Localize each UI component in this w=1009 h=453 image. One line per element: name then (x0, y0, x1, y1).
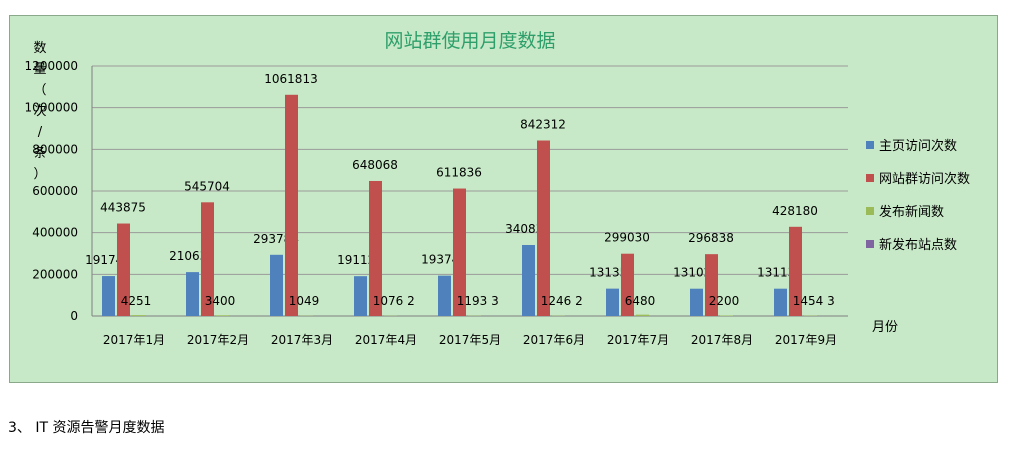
bar (216, 315, 229, 316)
bar (606, 288, 619, 316)
legend-label: 新发布站点数 (879, 237, 957, 253)
y-axis-title-char: 量 (33, 62, 46, 77)
bar (636, 314, 649, 316)
data-label: 611836 (436, 166, 482, 180)
data-label: 3400 (205, 294, 236, 308)
bar (369, 180, 382, 316)
section-heading: 3、 IT 资源告警月度数据 (8, 420, 165, 436)
data-label: 1076 (373, 294, 404, 308)
bar (537, 140, 550, 316)
bar (438, 275, 451, 316)
data-label: 4251 (121, 294, 152, 308)
bar (132, 315, 145, 316)
y-tick-label: 400000 (32, 226, 78, 240)
bar (354, 276, 367, 316)
bar (186, 272, 199, 316)
x-tick-label: 2017年5月 (439, 333, 501, 347)
bar (117, 223, 130, 316)
data-label: 6480 (625, 294, 656, 308)
legend-swatch (866, 141, 874, 149)
x-tick-label: 2017年1月 (103, 333, 165, 347)
bar (789, 226, 802, 316)
x-tick-label: 2017年9月 (775, 333, 837, 347)
data-label: 545704 (184, 179, 230, 193)
legend-swatch (866, 240, 874, 248)
data-label: 3 (827, 294, 835, 308)
x-tick-label: 2017年8月 (691, 333, 753, 347)
y-tick-label: 1200000 (25, 59, 78, 73)
data-label: 2 (407, 294, 415, 308)
data-label: 2 (575, 294, 583, 308)
bar (774, 288, 787, 316)
y-tick-label: 0 (70, 309, 78, 323)
x-tick-label: 2017年7月 (607, 333, 669, 347)
legend-label: 主页访问次数 (879, 138, 957, 154)
y-tick-label: 200000 (32, 267, 78, 281)
data-label: 1246 (541, 294, 572, 308)
data-label: 1061813 (264, 72, 317, 86)
bar (522, 244, 535, 316)
data-label: 428180 (772, 204, 818, 218)
data-label: 1049 (289, 294, 320, 308)
y-tick-label: 800000 (32, 142, 78, 156)
y-axis-title-char: ） (33, 167, 46, 182)
bar (453, 188, 466, 316)
data-label: 299030 (604, 231, 650, 245)
data-label: 443875 (100, 201, 146, 215)
data-label: 3 (491, 294, 499, 308)
y-axis-title-char: 数 (33, 41, 46, 56)
data-label: 296838 (688, 231, 734, 245)
y-axis-title-char: 次 (33, 103, 46, 119)
legend-label: 发布新闻数 (879, 204, 944, 220)
x-tick-label: 2017年6月 (523, 333, 585, 347)
data-label: 648068 (352, 158, 398, 172)
data-label: 1454 (793, 294, 824, 308)
bar-chart: 网站群使用月度数据 0 200000 400000 600000 800000 100000… (25, 30, 970, 347)
x-tick-label: 2017年3月 (271, 333, 333, 347)
legend-label: 网站群访问次数 (879, 171, 970, 187)
bar (270, 254, 283, 316)
x-tick-label: 2017年4月 (355, 333, 417, 347)
y-axis-title-char: / (38, 125, 43, 140)
data-label: 2200 (709, 294, 740, 308)
y-axis-title-char: 条 (33, 145, 46, 161)
legend-swatch (866, 174, 874, 182)
bar (201, 202, 214, 316)
x-axis-title: 月份 (872, 320, 898, 335)
chart-title: 网站群使用月度数据 (384, 30, 555, 52)
bar (705, 254, 718, 316)
chart-area: 网站群使用月度数据 0 200000 400000 600000 800000 100000… (9, 15, 998, 383)
legend-swatch (866, 207, 874, 215)
bar (285, 94, 298, 316)
data-label: 1193 (457, 294, 488, 308)
y-tick-label: 600000 (32, 184, 78, 198)
bar (690, 288, 703, 316)
bar (102, 276, 115, 316)
y-tick-label: 1000000 (25, 101, 78, 115)
data-label: 842312 (520, 118, 566, 132)
x-tick-label: 2017年2月 (187, 333, 249, 347)
y-axis-title-char: （ (33, 83, 46, 98)
bar (621, 253, 634, 316)
